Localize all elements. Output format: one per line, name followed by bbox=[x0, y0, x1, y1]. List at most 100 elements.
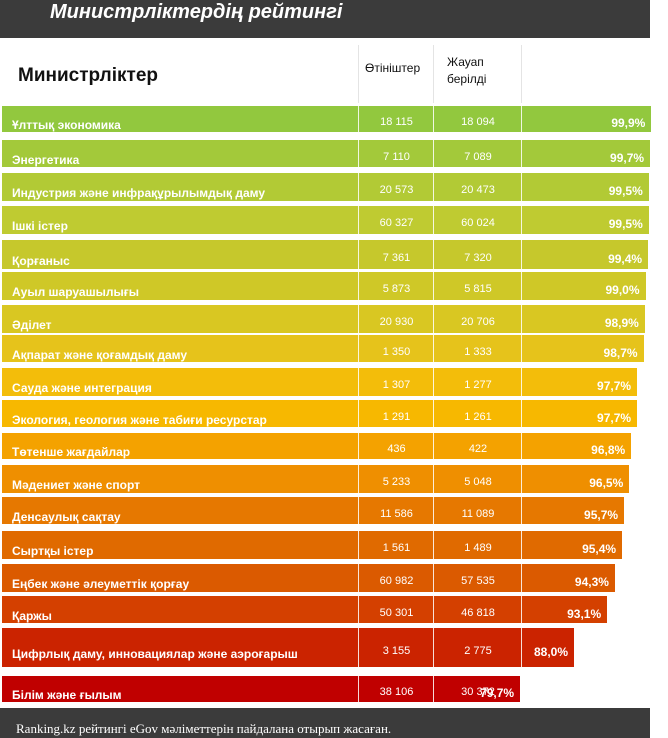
percent-label: 97,7% bbox=[597, 379, 632, 393]
percent-label: 96,8% bbox=[591, 443, 626, 457]
answered-value: 1 261 bbox=[464, 411, 492, 423]
column-divider bbox=[521, 628, 522, 667]
bar-row: Білім және ғылым 38 106 30 372 79,7% bbox=[2, 676, 521, 702]
bar-row: Еңбек және әлеуметтік қорғау 60 982 57 535… bbox=[2, 564, 615, 592]
column-divider bbox=[358, 531, 359, 559]
column-divider bbox=[358, 596, 359, 623]
header-divider bbox=[358, 45, 359, 103]
column-divider bbox=[358, 335, 359, 362]
percent-label: 96,5% bbox=[589, 476, 624, 490]
column-divider bbox=[358, 564, 359, 592]
answered-value: 57 535 bbox=[461, 575, 495, 587]
column-divider bbox=[521, 305, 522, 333]
answered-value: 20 706 bbox=[461, 316, 495, 328]
bar-row: Ұлттық экономика 18 115 18 094 99,9% bbox=[2, 106, 652, 132]
bar-row: Қаржы 50 301 46 818 93,1% bbox=[2, 596, 608, 623]
bar-row: Ақпарат және қоғамдық даму 1 350 1 333 98,7… bbox=[2, 335, 644, 362]
column-divider bbox=[521, 400, 522, 427]
applications-value: 1 561 bbox=[382, 542, 411, 554]
bar-row: Ішкі істер 60 327 60 024 99,5% bbox=[2, 206, 649, 234]
answered-value: 18 094 bbox=[461, 116, 495, 128]
column-divider bbox=[358, 433, 359, 459]
column-divider bbox=[358, 206, 359, 234]
column-divider bbox=[433, 531, 434, 559]
row-label: Ақпарат және қоғамдық даму bbox=[12, 348, 188, 362]
column-divider bbox=[358, 173, 359, 201]
percent-label: 99,9% bbox=[611, 116, 646, 130]
column-divider bbox=[433, 368, 434, 396]
column-header-answered-line2: берілді bbox=[447, 72, 487, 86]
answered-value: 7 089 bbox=[464, 151, 492, 163]
row-label: Ауыл шаруашылығы bbox=[12, 285, 139, 299]
row-label: Әділет bbox=[12, 318, 52, 332]
row-label: Білім және ғылым bbox=[12, 688, 122, 702]
bar-row: Цифрлық даму, инновациялар және аэроғары… bbox=[2, 628, 574, 667]
column-divider bbox=[358, 305, 359, 333]
percent-label: 99,7% bbox=[610, 151, 645, 165]
row-label: Қорғаныс bbox=[12, 254, 70, 268]
bar-row: Төтенше жағдайлар 436 422 96,8% bbox=[2, 433, 632, 459]
applications-value: 20 930 bbox=[379, 316, 414, 328]
percent-label: 99,5% bbox=[608, 184, 643, 198]
row-label: Цифрлық даму, инновациялар және аэроғары… bbox=[12, 647, 298, 661]
percent-label: 95,7% bbox=[584, 508, 619, 522]
chart-title: Министрліктердің рейтингі bbox=[50, 1, 343, 23]
column-divider bbox=[433, 497, 434, 524]
column-divider bbox=[521, 335, 522, 362]
column-divider bbox=[433, 335, 434, 362]
row-label: Ішкі істер bbox=[12, 219, 68, 233]
column-divider bbox=[433, 433, 434, 459]
row-label: Сыртқы істер bbox=[12, 544, 94, 558]
source-note: Ranking.kz рейтингі eGov мәліметтерін па… bbox=[16, 721, 392, 736]
footer-bar: Ranking.kz рейтингі eGov мәліметтерін па… bbox=[0, 708, 650, 738]
column-divider bbox=[521, 497, 522, 524]
percent-label: 88,0% bbox=[533, 645, 568, 659]
column-header-answered: Жауап берілді bbox=[447, 54, 519, 88]
column-divider bbox=[433, 206, 434, 234]
row-label: Сауда және интеграция bbox=[12, 381, 152, 395]
answered-value: 7 320 bbox=[464, 252, 492, 264]
row-label: Қаржы bbox=[12, 609, 52, 623]
column-divider bbox=[433, 106, 434, 132]
row-label: Еңбек және әлеуметтік қорғау bbox=[12, 577, 190, 591]
answered-value: 5 815 bbox=[464, 283, 492, 295]
column-divider bbox=[358, 465, 359, 493]
applications-value: 3 155 bbox=[382, 645, 411, 657]
column-divider bbox=[358, 676, 359, 702]
column-divider bbox=[433, 628, 434, 667]
column-divider bbox=[521, 206, 522, 234]
column-divider bbox=[358, 272, 359, 300]
header-divider bbox=[521, 45, 522, 103]
applications-value: 11 586 bbox=[380, 508, 413, 520]
column-divider bbox=[433, 596, 434, 623]
row-label: Экология, геология және табиғи ресурстар bbox=[12, 413, 267, 427]
column-divider bbox=[433, 465, 434, 493]
row-label: Денсаулық сақтау bbox=[12, 510, 121, 524]
applications-value: 50 301 bbox=[379, 607, 414, 619]
answered-value: 11 089 bbox=[461, 508, 495, 520]
row-label: Индустрия және инфрақұрылымдық даму bbox=[12, 186, 266, 200]
answered-value: 422 bbox=[468, 443, 488, 455]
applications-value: 7 110 bbox=[383, 151, 410, 163]
column-divider bbox=[433, 240, 434, 269]
column-divider bbox=[521, 465, 522, 493]
column-divider bbox=[358, 628, 359, 667]
column-divider bbox=[521, 368, 522, 396]
applications-value: 7 361 bbox=[382, 252, 411, 264]
answered-value: 1 333 bbox=[464, 346, 492, 358]
applications-value: 60 327 bbox=[379, 217, 414, 229]
applications-value: 20 573 bbox=[379, 184, 414, 196]
applications-value: 436 bbox=[387, 443, 406, 455]
column-header-answered-line1: Жауап bbox=[447, 55, 484, 69]
percent-label: 99,0% bbox=[605, 283, 640, 297]
bar-row: Ауыл шаруашылығы 5 873 5 815 99,0% bbox=[2, 272, 646, 300]
row-label: Энергетика bbox=[12, 153, 80, 167]
percent-label: 98,7% bbox=[603, 346, 638, 360]
column-divider bbox=[521, 433, 522, 459]
column-divider bbox=[521, 140, 522, 167]
applications-value: 5 233 bbox=[382, 476, 411, 488]
column-divider bbox=[521, 173, 522, 201]
header-divider bbox=[433, 45, 434, 103]
column-divider bbox=[521, 240, 522, 269]
row-label: Мәдениет және спорт bbox=[12, 478, 141, 492]
